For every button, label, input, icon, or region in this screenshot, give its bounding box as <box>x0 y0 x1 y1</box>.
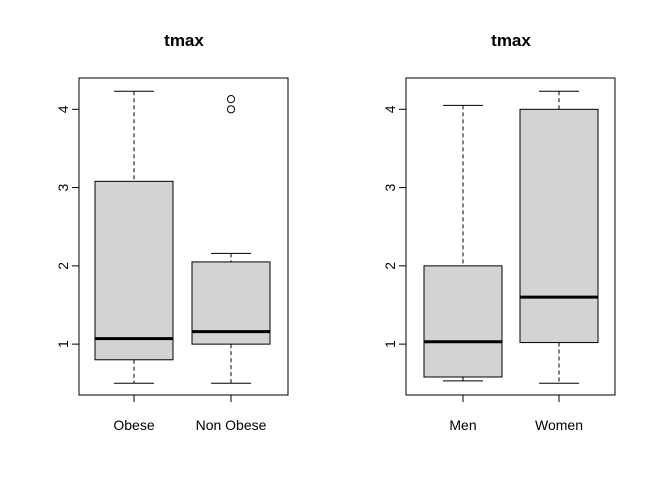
right-boxplot-panel: tmax 1 2 3 4 Men Women <box>382 31 616 433</box>
y-tick-label: 1 <box>382 340 398 348</box>
box-iqr <box>423 265 503 378</box>
y-tick-label: 4 <box>382 105 398 113</box>
y-tick-label: 2 <box>55 262 71 270</box>
x-category-label: Obese <box>113 417 154 433</box>
panel-title: tmax <box>164 31 204 50</box>
y-tick-label: 3 <box>55 183 71 191</box>
plot-frame <box>78 77 289 396</box>
x-category-label: Men <box>449 417 476 433</box>
y-tick-label: 3 <box>382 183 398 191</box>
plot-frame <box>405 77 616 396</box>
outlier-point <box>226 95 236 104</box>
y-tick-label: 4 <box>55 105 71 113</box>
y-tick-label: 1 <box>55 340 71 348</box>
x-category-label: Women <box>535 417 583 433</box>
left-boxplot-panel: tmax 1 2 3 4 Obese Non Obese <box>55 31 289 433</box>
box-iqr <box>519 108 599 344</box>
y-tick-label: 2 <box>382 262 398 270</box>
panel-title: tmax <box>491 31 531 50</box>
x-category-label: Non Obese <box>196 417 267 433</box>
outlier-point <box>226 105 236 114</box>
box-iqr <box>94 180 174 361</box>
